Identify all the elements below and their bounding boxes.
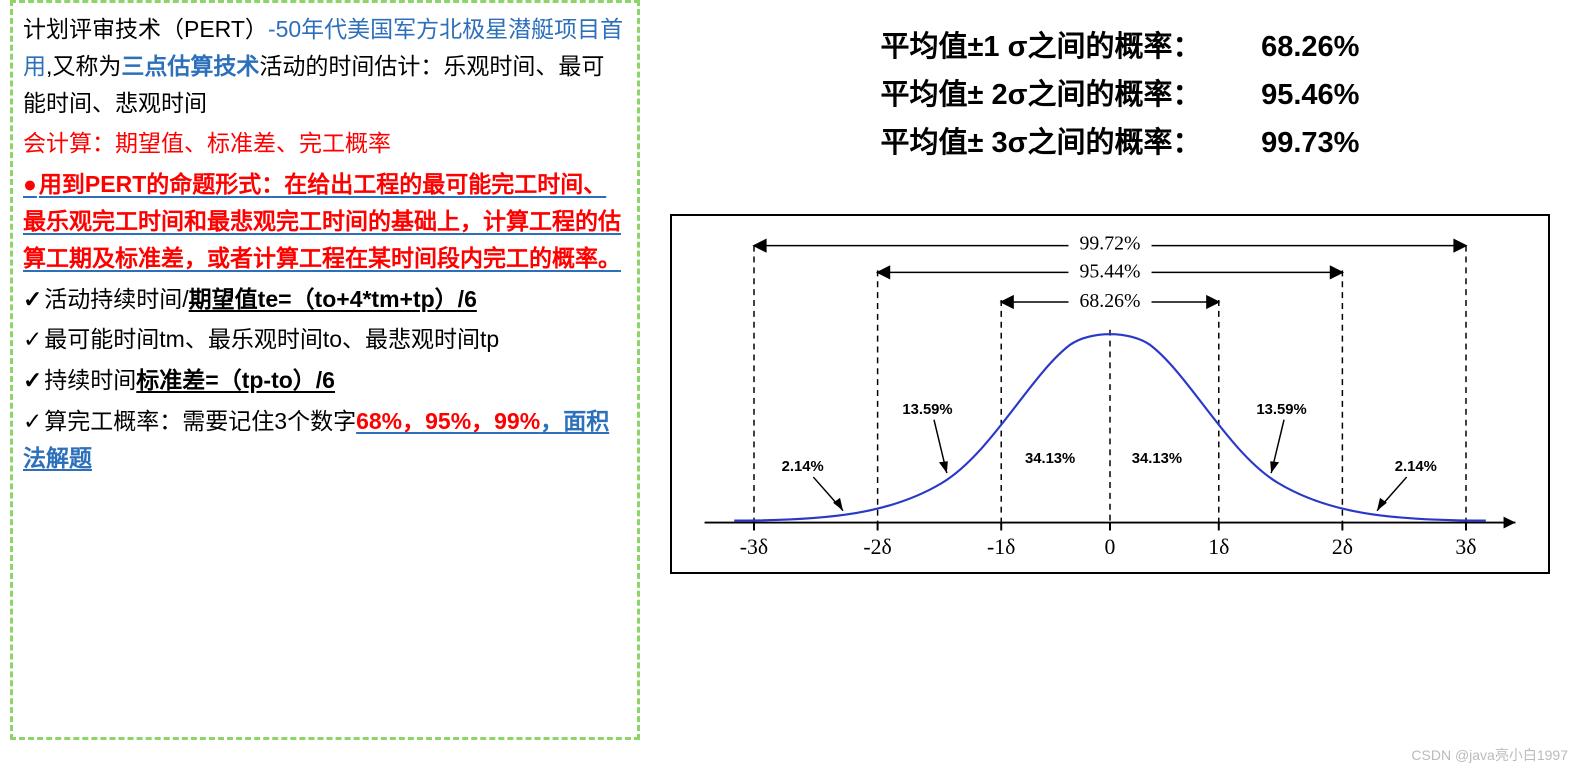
xtick-3: 0 xyxy=(1105,535,1116,559)
bell-curve xyxy=(734,334,1486,520)
xtick-4: 1δ xyxy=(1208,535,1229,559)
area-right-mid: 13.59% xyxy=(1256,402,1306,418)
text-three-point: 三点估算技术 xyxy=(121,53,259,79)
formula-expected-prefix: 活动持续时间/ xyxy=(44,286,188,312)
formula-expected: 活动持续时间/期望值te=（to+4*tm+tp）/6 xyxy=(23,281,627,318)
normal-distribution-chart: 99.72% 95.44% 68.26% 2.14% 13.59% 34.13% xyxy=(670,214,1550,574)
xtick-2: -1δ xyxy=(987,535,1015,559)
calc-items: 会计算：期望值、标准差、完工概率 xyxy=(23,125,627,162)
xtick-0: -3δ xyxy=(740,535,768,559)
chart-svg: 99.72% 95.44% 68.26% 2.14% 13.59% 34.13% xyxy=(672,216,1548,572)
label-95: 95.44% xyxy=(1080,260,1141,282)
formula-expected-main: 期望值te=（to+4*tm+tp）/6 xyxy=(189,286,477,312)
text-aka: ,又称为 xyxy=(46,53,121,79)
vertical-guides xyxy=(754,246,1466,523)
sigma1-label: 平均值±1 σ之间的概率： xyxy=(881,31,1202,63)
formula-stddev: 持续时间标准差=（tp-to）/6 xyxy=(23,362,627,399)
area-left-inner: 34.13% xyxy=(1025,451,1075,467)
sigma2-value: 95.46% xyxy=(1219,72,1359,120)
sigma-line-3: 平均值± 3σ之间的概率： 99.73% xyxy=(690,120,1550,168)
sigma1-value: 68.26% xyxy=(1219,24,1359,72)
prob-comma: ， xyxy=(540,408,563,434)
xtick-1: -2δ xyxy=(863,535,891,559)
label-68: 68.26% xyxy=(1080,290,1141,312)
area-right-outer: 2.14% xyxy=(1395,459,1437,475)
sigma-line-1: 平均值±1 σ之间的概率： 68.26% xyxy=(690,24,1550,72)
area-left-mid: 13.59% xyxy=(902,402,952,418)
xtick-5: 2δ xyxy=(1332,535,1353,559)
formula-stddev-main: 标准差=（tp-to）/6 xyxy=(136,367,335,393)
sigma2-label: 平均值± 2σ之间的概率： xyxy=(881,79,1202,111)
left-panel: 计划评审技术（PERT）-50年代美国军方北极星潜艇项目首用,又称为三点估算技术… xyxy=(10,0,640,740)
right-panel: 平均值±1 σ之间的概率：68.26% 平均值± 2σ之间的概率：95.46% … xyxy=(670,0,1570,178)
prob-numbers: 68%，95%，99% xyxy=(356,408,540,434)
text-pert-name: 计划评审技术（PERT） xyxy=(23,16,268,42)
x-axis-arrow xyxy=(1504,517,1516,529)
sigma-line-2: 平均值± 2σ之间的概率： 95.46% xyxy=(690,72,1550,120)
pert-description: 用到PERT的命题形式：在给出工程的最可能完工时间、最乐观完工时间和最悲观完工时… xyxy=(23,166,627,276)
area-right-inner: 34.13% xyxy=(1132,451,1182,467)
sigma-summary: 平均值±1 σ之间的概率：68.26% 平均值± 2σ之间的概率：95.46% … xyxy=(670,0,1570,178)
formula-stddev-prefix: 持续时间 xyxy=(44,367,136,393)
intro-paragraph: 计划评审技术（PERT）-50年代美国军方北极星潜艇项目首用,又称为三点估算技术… xyxy=(23,11,627,121)
formula-probability: 算完工概率：需要记住3个数字68%，95%，99%，面积法解题 xyxy=(23,403,627,477)
x-tick-marks xyxy=(754,523,1466,531)
sigma3-label: 平均值± 3σ之间的概率： xyxy=(881,127,1202,159)
bracket-labels: 99.72% 95.44% 68.26% xyxy=(1068,232,1151,312)
sigma3-value: 99.73% xyxy=(1219,120,1359,168)
label-99: 99.72% xyxy=(1080,233,1141,255)
xtick-6: 3δ xyxy=(1455,535,1476,559)
area-left-outer: 2.14% xyxy=(782,459,824,475)
prob-prefix: 算完工概率：需要记住3个数字 xyxy=(44,408,356,434)
watermark: CSDN @java亮小白1997 xyxy=(1411,745,1568,765)
formula-params: 最可能时间tm、最乐观时间to、最悲观时间tp xyxy=(23,321,627,358)
x-tick-labels: -3δ -2δ -1δ 0 1δ 2δ 3δ xyxy=(740,535,1477,559)
